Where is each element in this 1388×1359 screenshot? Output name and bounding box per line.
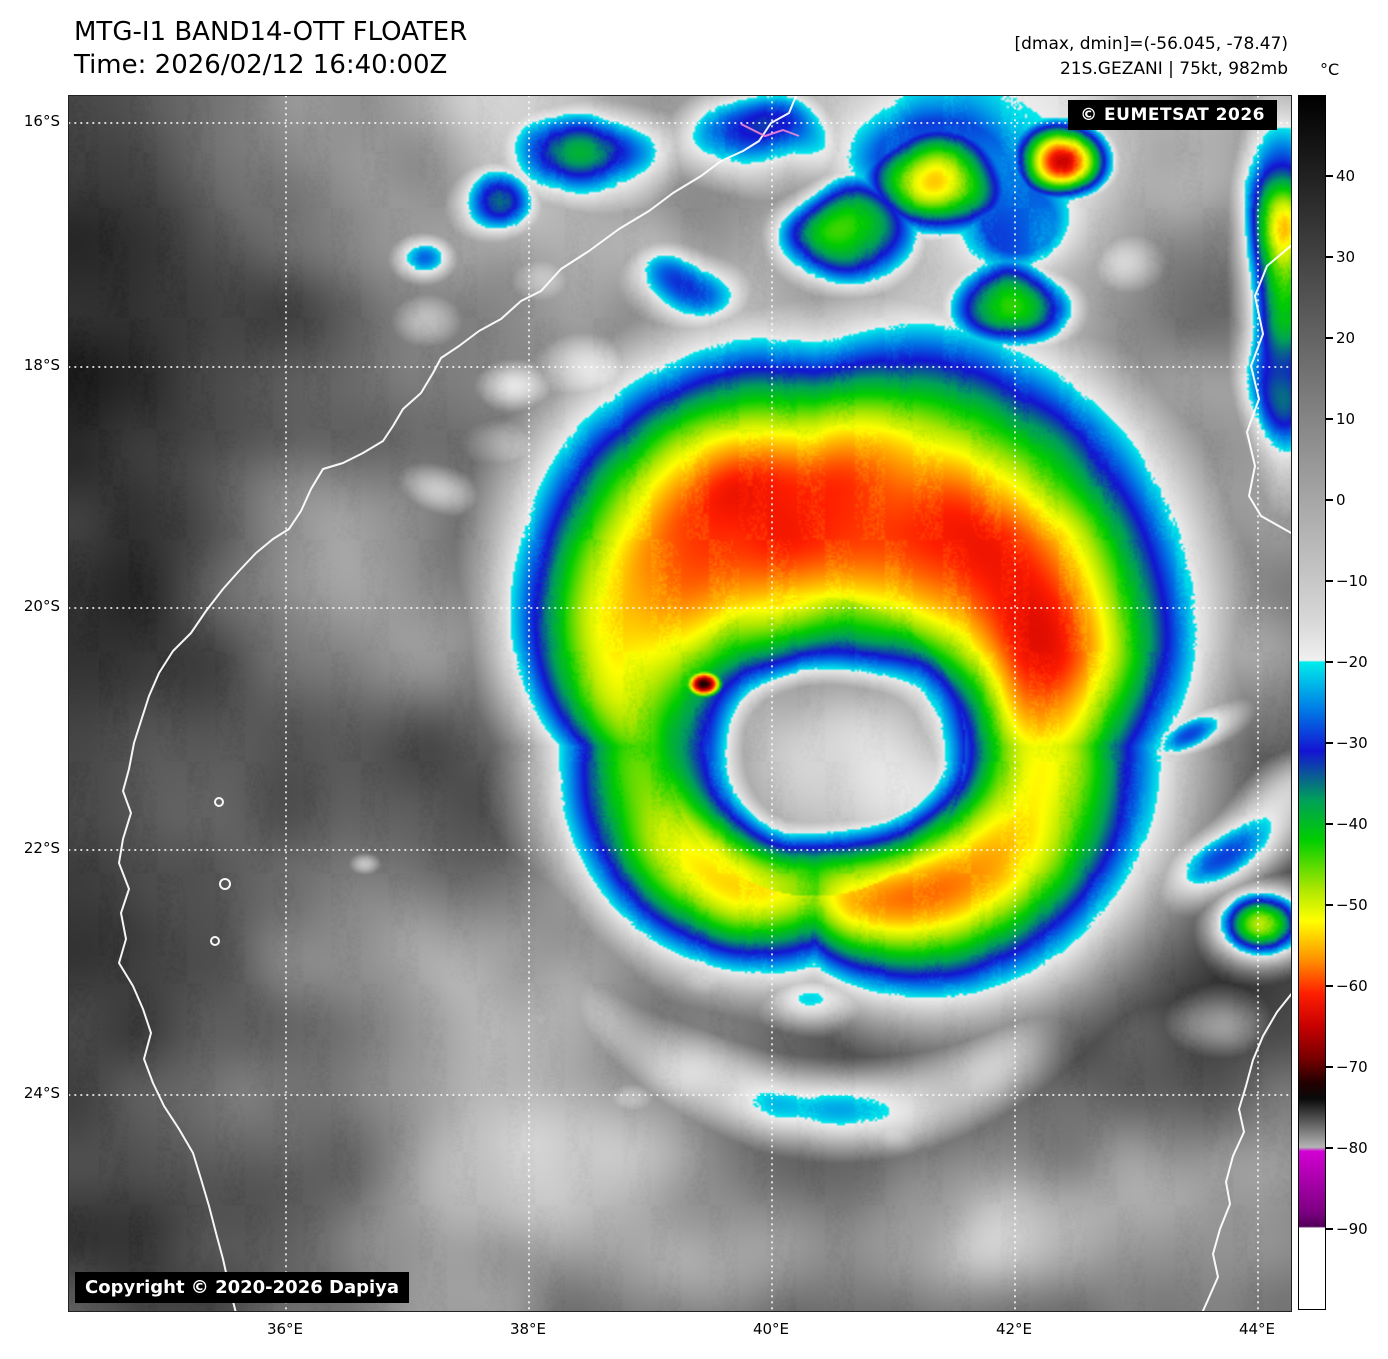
product-title: MTG-I1 BAND14-OTT FLOATER bbox=[74, 17, 468, 47]
latitude-label: 24°S bbox=[23, 1084, 60, 1102]
colorbar-tick-label: 0 bbox=[1336, 491, 1346, 509]
dmax-dmin-readout: [dmax, dmin]=(-56.045, -78.47) bbox=[1014, 34, 1289, 54]
copyright-badge: Copyright © 2020-2026 Dapiya bbox=[75, 1272, 410, 1303]
colorbar-tick-label: 40 bbox=[1336, 167, 1356, 185]
coastal-island bbox=[219, 878, 231, 890]
satellite-map: © EUMETSAT 2026 Copyright © 2020-2026 Da… bbox=[68, 95, 1292, 1312]
infrared-imagery-canvas bbox=[69, 96, 1291, 1311]
colorbar-tick-label: 20 bbox=[1336, 329, 1356, 347]
longitude-label: 42°E bbox=[995, 1320, 1033, 1338]
graticule-gridlines bbox=[69, 96, 1291, 1311]
coastline-madagascar-south bbox=[1201, 992, 1291, 1311]
latitude-label: 16°S bbox=[23, 112, 60, 130]
longitude-label: 44°E bbox=[1238, 1320, 1276, 1338]
colorbar-tick-mark bbox=[1326, 337, 1333, 339]
colorbar-tick-label: −60 bbox=[1336, 977, 1368, 995]
latitude-label: 20°S bbox=[23, 597, 60, 615]
latitude-label: 18°S bbox=[23, 356, 60, 374]
coastline-mozambique bbox=[118, 96, 797, 1311]
colorbar-tick-label: 30 bbox=[1336, 248, 1356, 266]
colorbar-tick-mark bbox=[1326, 256, 1333, 258]
coastline-madagascar-north bbox=[1246, 244, 1291, 535]
colorbar-tick-mark bbox=[1326, 499, 1333, 501]
product-time: Time: 2026/02/12 16:40:00Z bbox=[74, 49, 448, 80]
longitude-label: 38°E bbox=[509, 1320, 547, 1338]
colorbar-tick-mark bbox=[1326, 580, 1333, 582]
colorbar-tick-mark bbox=[1326, 1147, 1333, 1149]
storm-readout: 21S.GEZANI | 75kt, 982mb bbox=[1059, 58, 1288, 79]
longitude-label: 40°E bbox=[752, 1320, 790, 1338]
colorbar-tick-mark bbox=[1326, 1066, 1333, 1068]
colorbar-tick-mark bbox=[1326, 904, 1333, 906]
colorbar-tick-mark bbox=[1326, 985, 1333, 987]
info-block: [dmax, dmin]=(-56.045, -78.47) 21S.GEZAN… bbox=[1015, 32, 1289, 81]
coastal-island bbox=[214, 797, 224, 807]
longitude-label: 36°E bbox=[266, 1320, 304, 1338]
colorbar-tick-mark bbox=[1326, 823, 1333, 825]
colorbar-unit-label: °C bbox=[1320, 60, 1340, 79]
latitude-label: 22°S bbox=[23, 839, 60, 857]
track-segment bbox=[740, 123, 800, 138]
eumetsat-credit-badge: © EUMETSAT 2026 bbox=[1068, 100, 1277, 130]
colorbar-tick-mark bbox=[1326, 1228, 1333, 1230]
colorbar-tick-label: −30 bbox=[1336, 734, 1368, 752]
colorbar-tick-label: −10 bbox=[1336, 572, 1368, 590]
colorbar-tick-mark bbox=[1326, 661, 1333, 663]
colorbar-tick-mark bbox=[1326, 418, 1333, 420]
colorbar-tick-label: −40 bbox=[1336, 815, 1368, 833]
colorbar-tick-label: −70 bbox=[1336, 1058, 1368, 1076]
coastlines bbox=[118, 96, 1291, 1311]
temperature-colorbar bbox=[1298, 95, 1326, 1310]
colorbar-tick-mark bbox=[1326, 175, 1333, 177]
colorbar-tick-label: −20 bbox=[1336, 653, 1368, 671]
colorbar-tick-mark bbox=[1326, 742, 1333, 744]
colorbar-tick-label: 10 bbox=[1336, 410, 1356, 428]
colorbar-tick-label: −80 bbox=[1336, 1139, 1368, 1157]
colorbar-tick-label: −50 bbox=[1336, 896, 1368, 914]
colorbar-tick-label: −90 bbox=[1336, 1220, 1368, 1238]
coastal-island bbox=[210, 936, 220, 946]
title-block: MTG-I1 BAND14-OTT FLOATER Time: 2026/02/… bbox=[74, 16, 467, 81]
map-overlay bbox=[69, 96, 1291, 1311]
